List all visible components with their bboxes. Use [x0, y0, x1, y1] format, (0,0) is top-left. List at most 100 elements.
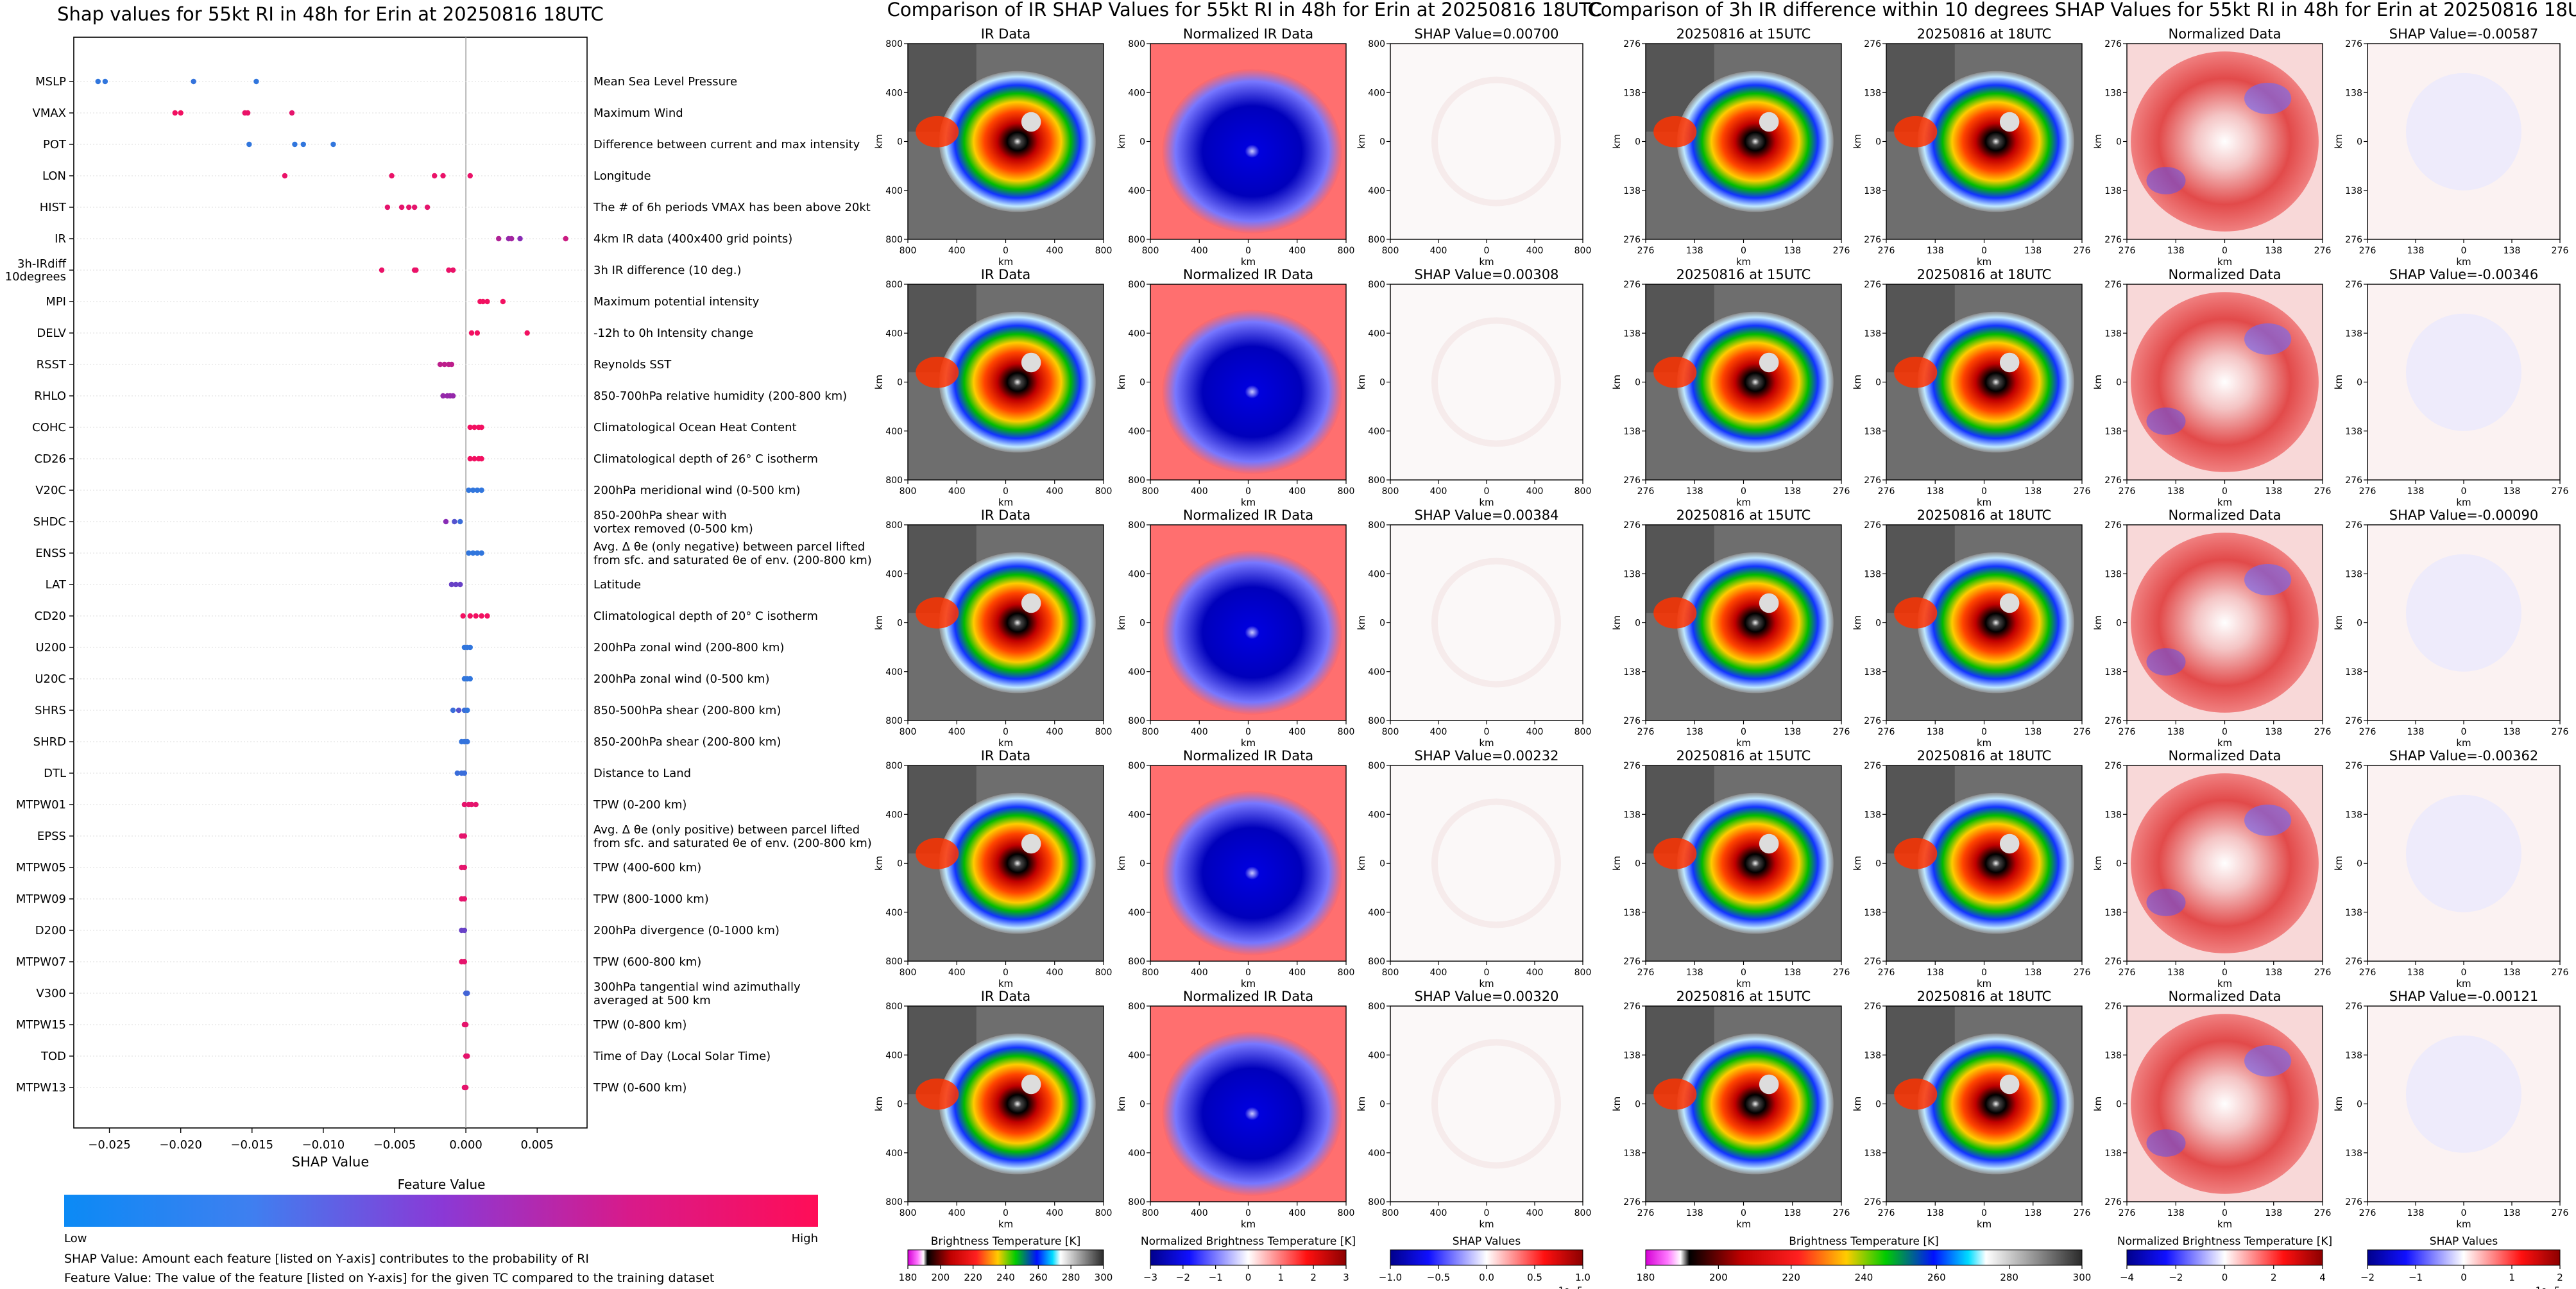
storm-cloud	[1676, 71, 1834, 212]
shap-point	[467, 424, 473, 431]
shap-point	[509, 235, 515, 242]
feature-description: Time of Day (Local Solar Time)	[593, 1050, 771, 1063]
panel-suptitle: Comparison of 3h IR difference within 10…	[1588, 0, 2576, 21]
storm-cloud	[939, 311, 1096, 453]
y-tick-label: 400	[885, 88, 903, 98]
feature-label: V20C	[35, 484, 66, 497]
shap-point	[450, 707, 456, 713]
shap-point	[474, 550, 481, 556]
feature-label: ENSS	[35, 547, 66, 560]
colorbar-exponent: 1e−5	[2536, 1286, 2560, 1289]
y-tick-label: 276	[2104, 475, 2122, 486]
panel-frame	[1390, 43, 1583, 240]
x-tick-label: 0	[2222, 486, 2228, 497]
y-axis-label: km	[2333, 375, 2344, 389]
y-tick-label: 0	[1875, 619, 1881, 629]
y-tick-label: 276	[1623, 1002, 1641, 1012]
x-tick-label: 400	[1191, 968, 1208, 978]
shap-point	[440, 173, 446, 179]
y-tick-label: 800	[1368, 475, 1385, 486]
x-axis-label: km	[2456, 737, 2471, 749]
x-axis-label: km	[1736, 256, 1751, 268]
feature-description: 850-500hPa shear (200-800 km)	[593, 704, 781, 717]
y-axis-label: km	[873, 1097, 885, 1111]
feature-description: Climatological depth of 20° C isotherm	[593, 610, 818, 623]
colorbar	[1390, 1249, 1583, 1266]
y-tick-label: 276	[1623, 235, 1641, 245]
x-tick-label: 138	[2167, 246, 2185, 256]
y-tick-label: 276	[2345, 475, 2362, 486]
x-tick-label: 138	[2407, 246, 2425, 256]
x-tick-label: 138	[2503, 727, 2521, 737]
x-tick-label: 138	[1927, 1208, 1944, 1218]
shap-point	[479, 424, 484, 431]
y-tick-label: 276	[1864, 520, 1881, 531]
shap-point	[292, 141, 298, 148]
panel-title: SHAP Value=0.00232	[1415, 748, 1559, 764]
y-tick-label: 138	[1623, 810, 1641, 820]
y-tick-label: 276	[1623, 475, 1641, 486]
panel-frame	[1645, 284, 1842, 481]
feature-label: DTL	[44, 767, 66, 780]
feature-description: TPW (0-200 km)	[593, 798, 687, 812]
y-tick-label: 400	[885, 569, 903, 579]
y-tick-label: 138	[1623, 569, 1641, 579]
y-tick-label: 138	[2104, 810, 2122, 820]
normalized-storm	[1162, 69, 1342, 234]
x-tick-label: 276	[2552, 486, 2569, 497]
x-tick-label: 400	[1288, 486, 1306, 497]
x-tick-label: 276	[1637, 727, 1655, 737]
colorbar	[1150, 1249, 1347, 1266]
y-tick-label: 400	[885, 908, 903, 918]
y-tick-label: 800	[1128, 235, 1145, 245]
x-tick-label: 138	[1927, 486, 1944, 497]
x-tick-label: 400	[948, 727, 966, 737]
shap-point	[467, 676, 473, 682]
x-tick-label: 138	[2167, 486, 2185, 497]
y-tick-label: 400	[1128, 667, 1145, 678]
x-tick-label: −0.015	[230, 1138, 273, 1152]
x-tick-label: 0	[1981, 727, 1987, 737]
x-axis-label: km	[1241, 256, 1256, 268]
shap-point	[461, 864, 468, 871]
shap-point	[452, 518, 457, 525]
y-tick-label: 400	[1368, 427, 1385, 437]
x-tick-label: 276	[2074, 246, 2091, 256]
x-tick-label: 138	[1686, 486, 1703, 497]
y-tick-label: 138	[2345, 427, 2362, 437]
storm-eye	[1759, 112, 1779, 132]
y-axis-label: km	[1611, 856, 1623, 871]
y-tick-label: 800	[885, 520, 903, 531]
x-tick-label: 0	[1003, 727, 1009, 737]
panel-title: SHAP Value=0.00308	[1415, 267, 1559, 282]
panel-title: SHAP Value=0.00700	[1415, 26, 1559, 42]
colorbar-tick-label: −4	[2120, 1272, 2134, 1283]
colorbar-tick-label: −2	[1176, 1272, 1190, 1283]
y-axis-label: km	[2333, 1097, 2344, 1111]
x-tick-label: 276	[1878, 968, 1895, 978]
x-axis-label: km	[2217, 497, 2232, 508]
x-tick-label: 400	[1430, 968, 1447, 978]
x-tick-label: 800	[1142, 1208, 1159, 1218]
y-tick-label: 800	[1128, 761, 1145, 771]
shap-point	[466, 550, 472, 556]
x-tick-label: 276	[2314, 486, 2332, 497]
x-tick-label: 138	[1784, 486, 1801, 497]
y-tick-label: 0	[2357, 859, 2362, 869]
shap-point	[384, 204, 391, 210]
storm-cloud	[1917, 1033, 2074, 1175]
colorbar-high-label: High	[792, 1232, 818, 1245]
y-axis-label: km	[1356, 856, 1367, 871]
x-tick-label: 800	[1338, 246, 1355, 256]
x-tick-label: 400	[1191, 246, 1208, 256]
panel-frame	[1886, 765, 2083, 962]
y-tick-label: 0	[2116, 137, 2122, 148]
panel-title: SHAP Value=-0.00587	[2389, 26, 2539, 42]
shap-image	[1390, 284, 1583, 480]
y-axis-label: km	[1852, 134, 1863, 149]
y-tick-label: 400	[885, 186, 903, 196]
x-tick-label: 800	[1338, 968, 1355, 978]
y-axis-label: km	[1611, 1097, 1623, 1111]
y-tick-label: 138	[1864, 427, 1881, 437]
shap-point	[330, 141, 336, 148]
